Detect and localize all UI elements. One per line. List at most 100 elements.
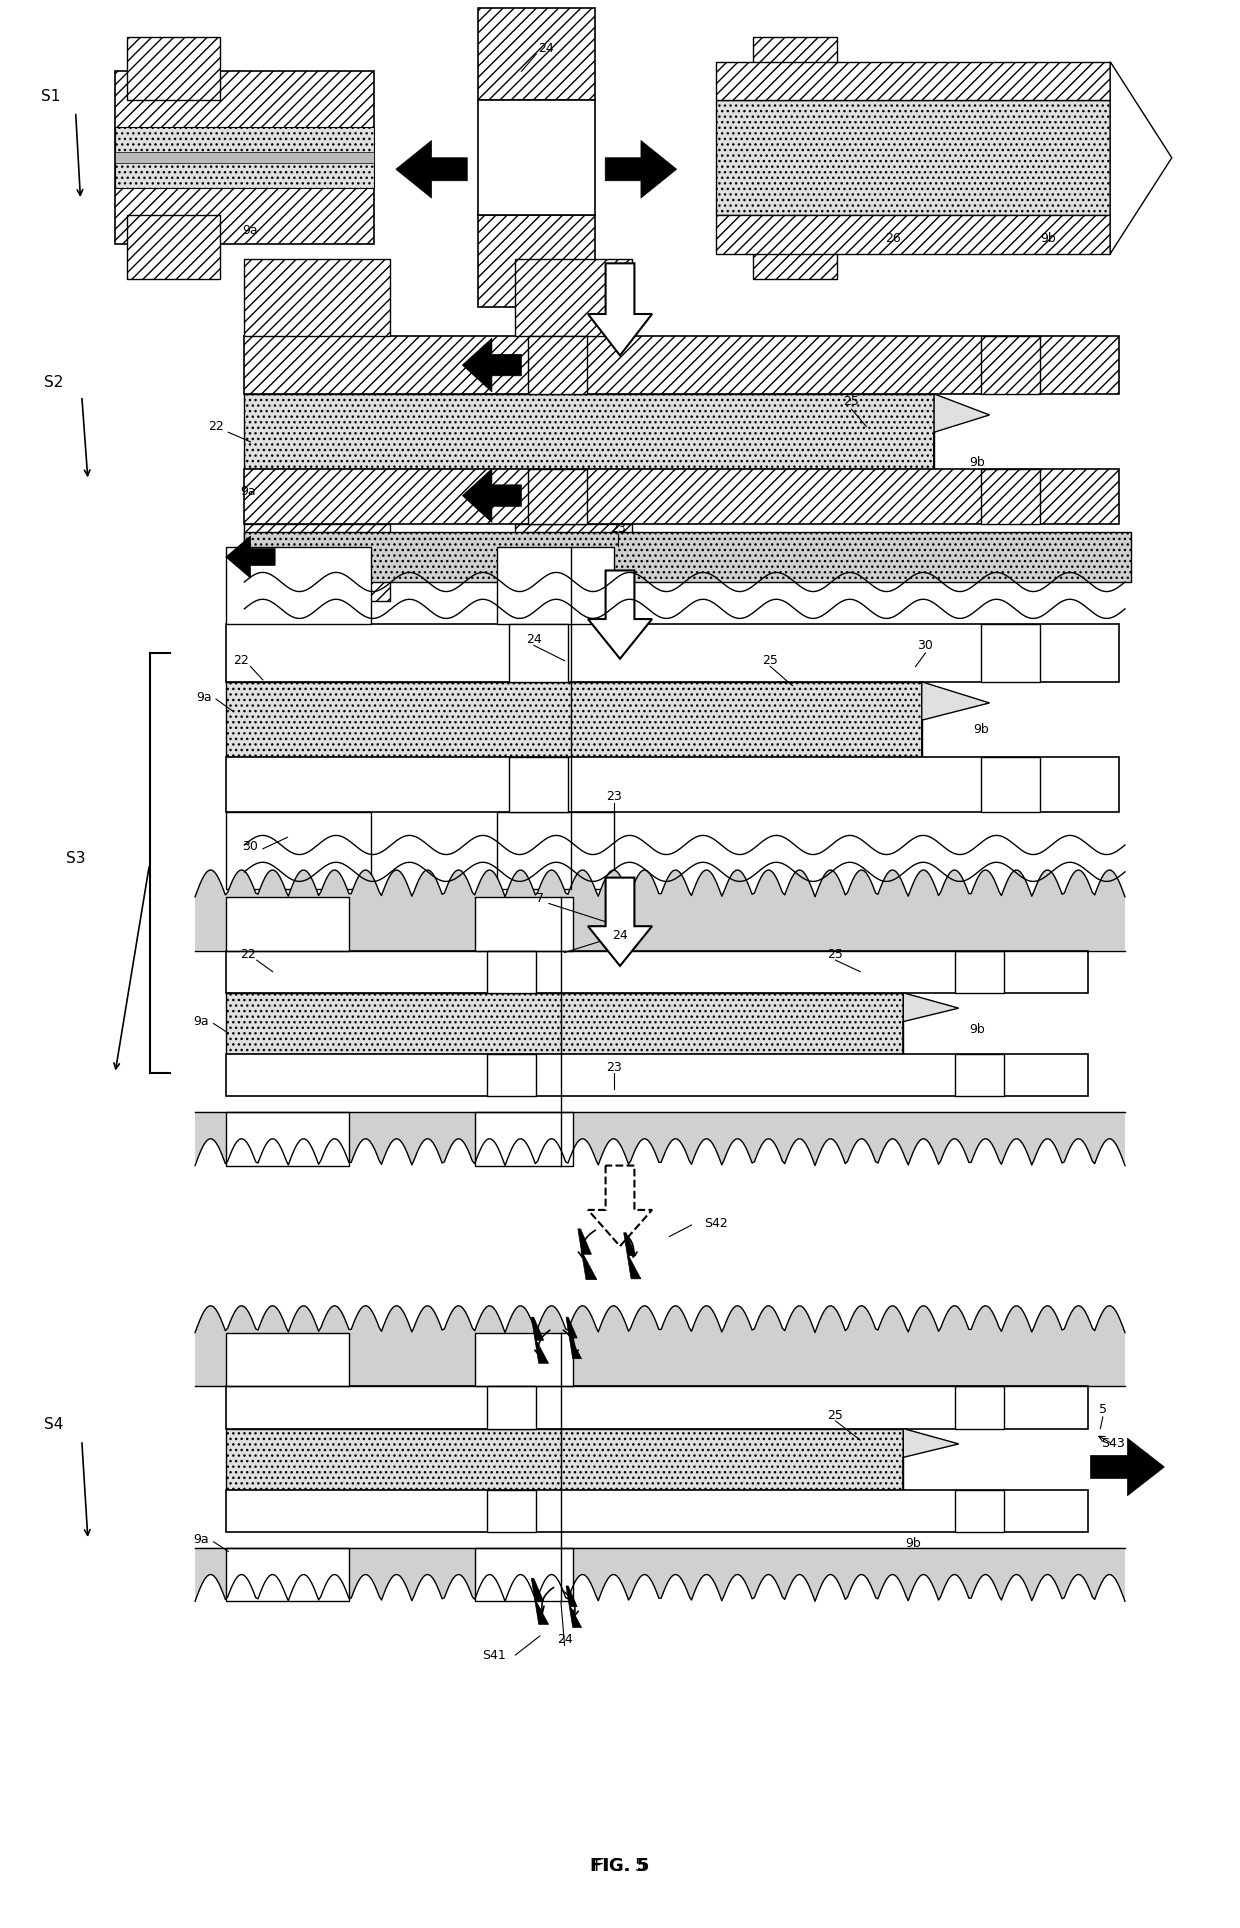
Text: S42: S42 [704,1217,728,1230]
Text: 22: 22 [208,420,224,434]
Text: 30: 30 [918,638,934,652]
Text: 25: 25 [827,949,843,960]
Bar [981,469,1040,524]
Text: 9a: 9a [193,1014,210,1028]
Polygon shape [463,469,522,522]
Bar [226,812,371,889]
Bar [475,1112,573,1166]
Bar [244,524,389,602]
Text: S4: S4 [43,1417,63,1433]
Bar [981,625,1040,683]
Bar [981,335,1040,393]
Bar [487,951,536,993]
Bar [244,469,1118,524]
Text: 9b: 9b [970,1022,985,1035]
Bar [479,8,595,100]
Bar [487,1490,536,1533]
Bar [528,469,587,524]
Bar [510,756,568,812]
Bar [497,548,614,625]
Polygon shape [226,536,275,578]
Text: 24: 24 [526,632,542,646]
Bar [715,216,1110,254]
Text: FIG. 5: FIG. 5 [590,1857,650,1876]
Text: 23: 23 [606,790,621,804]
Text: 9a: 9a [193,1533,210,1546]
Bar [981,756,1040,812]
Bar [226,1429,903,1490]
Bar [226,1055,1087,1097]
Bar [715,100,1110,216]
Polygon shape [565,1317,582,1359]
Bar [226,683,921,756]
Text: 7: 7 [536,893,544,906]
Polygon shape [605,141,677,199]
Bar [226,1490,1087,1533]
Text: S41: S41 [482,1648,506,1662]
Bar [479,100,595,216]
Polygon shape [531,1579,548,1625]
Bar [955,951,1004,993]
Bar [115,127,373,189]
Polygon shape [588,1166,652,1245]
Polygon shape [463,337,522,391]
Text: S3: S3 [66,850,86,866]
Bar [115,152,373,164]
Text: 30: 30 [243,841,258,854]
Text: 25: 25 [827,1409,843,1421]
Bar [487,1386,536,1429]
Bar [226,1332,348,1386]
Text: FIG. 5: FIG. 5 [594,1857,646,1876]
Text: 24: 24 [538,42,554,54]
Bar [475,1548,573,1602]
Bar [244,260,389,335]
Polygon shape [588,571,652,659]
Polygon shape [588,264,652,355]
Text: 9a: 9a [196,690,212,704]
Bar [510,625,568,683]
Text: 24: 24 [613,929,627,941]
Polygon shape [903,1429,959,1490]
Text: 9b: 9b [970,457,985,469]
Polygon shape [903,993,959,1055]
Text: 9b: 9b [905,1537,921,1550]
Bar [475,1332,573,1386]
Bar [475,897,573,951]
Bar [528,335,587,393]
Bar [226,1548,348,1602]
Text: 9a: 9a [243,224,258,237]
Bar [516,524,632,602]
Text: S43: S43 [1101,1438,1125,1450]
Bar [516,260,632,335]
Polygon shape [531,1317,548,1363]
Text: 25: 25 [843,395,859,409]
Bar [244,393,934,469]
Bar [955,1490,1004,1533]
Text: 26: 26 [885,231,901,245]
Text: S1: S1 [41,89,61,104]
Bar [497,812,614,889]
Text: 9a: 9a [241,486,255,497]
Bar [226,951,1087,993]
Bar [753,37,837,100]
Bar [226,756,1118,812]
Polygon shape [1090,1438,1164,1496]
Polygon shape [578,1228,596,1280]
Text: 23: 23 [606,1060,621,1074]
Polygon shape [934,393,990,469]
Polygon shape [921,683,990,756]
Text: 9b: 9b [973,723,988,736]
Bar [244,335,1118,393]
Text: 22: 22 [233,654,248,667]
Polygon shape [565,1587,582,1627]
Bar [487,1055,536,1097]
Bar [226,1112,348,1166]
Bar [128,216,219,280]
Bar [128,37,219,100]
Polygon shape [588,877,652,966]
Bar [955,1386,1004,1429]
Bar [955,1055,1004,1097]
Bar [244,532,1131,582]
Bar [226,625,1118,683]
Text: 25: 25 [763,654,779,667]
